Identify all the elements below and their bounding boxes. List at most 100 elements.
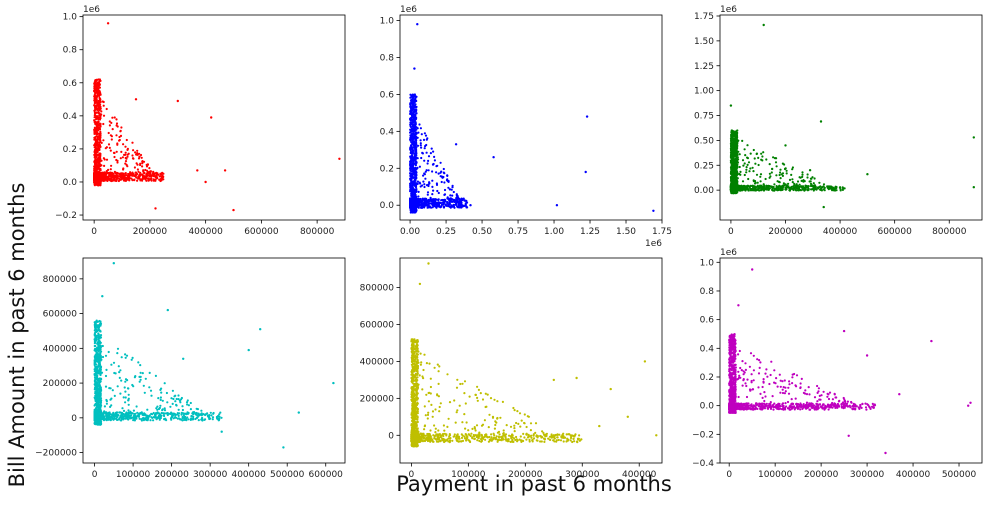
- cluster-point: [735, 163, 738, 166]
- cluster-point: [768, 172, 772, 175]
- cluster-point: [98, 94, 101, 97]
- cluster-point: [442, 206, 446, 209]
- y-tick-label: 0.75: [694, 112, 714, 122]
- x-tick-label: 800000: [932, 227, 967, 237]
- cluster-point: [98, 152, 102, 155]
- cluster-point: [97, 129, 100, 132]
- cluster-point: [433, 200, 436, 203]
- cluster-point: [418, 165, 421, 168]
- cluster-point: [131, 171, 134, 174]
- cluster-point: [114, 174, 117, 177]
- cluster-point: [158, 175, 161, 178]
- cluster-point: [143, 171, 146, 174]
- cluster-point: [134, 151, 137, 154]
- cluster-point: [783, 167, 787, 171]
- cluster-point: [119, 369, 122, 372]
- cluster-point: [97, 178, 100, 181]
- cluster-point: [162, 175, 165, 178]
- cluster-point: [145, 165, 149, 168]
- cluster-point: [419, 127, 422, 130]
- cluster-point: [733, 155, 736, 158]
- axes-frame: [82, 14, 346, 221]
- cluster-point: [442, 171, 445, 174]
- cluster-point: [175, 397, 178, 401]
- cluster-point: [409, 99, 413, 102]
- cluster-point: [772, 156, 775, 159]
- y-tick-label: 0.8: [63, 46, 78, 56]
- data-point: [413, 67, 416, 70]
- cluster-point: [773, 183, 776, 186]
- cluster-point: [432, 150, 435, 153]
- cluster-point: [94, 175, 97, 178]
- cluster-point: [95, 130, 98, 133]
- cluster-point: [412, 146, 415, 149]
- cluster-point: [733, 190, 736, 193]
- cluster-point: [116, 347, 120, 350]
- axes-frame: [399, 14, 663, 221]
- cluster-point: [447, 203, 450, 206]
- cluster-point: [441, 201, 445, 204]
- cluster-point: [155, 172, 158, 175]
- cluster-point: [449, 194, 452, 197]
- cluster-point: [95, 347, 98, 350]
- cluster-point: [99, 117, 102, 120]
- cluster-point: [126, 175, 129, 178]
- cluster-point: [749, 152, 752, 155]
- cluster-point: [411, 167, 414, 170]
- cluster-point: [169, 405, 172, 408]
- cluster-point: [99, 176, 102, 179]
- cluster-point: [741, 139, 744, 142]
- cluster-point: [124, 417, 127, 420]
- cluster-point: [774, 161, 778, 164]
- cluster-point: [110, 135, 113, 138]
- axes-frame: [719, 14, 983, 221]
- cluster-point: [105, 170, 108, 173]
- cluster-point: [102, 104, 105, 107]
- cluster-point: [432, 202, 435, 205]
- cluster-point: [410, 172, 414, 175]
- cluster-point: [416, 166, 419, 169]
- cluster-point: [109, 168, 112, 171]
- cluster-point: [139, 179, 142, 182]
- cluster-point: [731, 168, 734, 171]
- cluster-point: [414, 177, 417, 180]
- cluster-point: [94, 89, 97, 92]
- cluster-point: [421, 202, 424, 205]
- cluster-point: [755, 152, 758, 156]
- cluster-point: [99, 184, 102, 187]
- data-point: [585, 115, 589, 118]
- cluster-point: [428, 182, 431, 185]
- cluster-point: [117, 365, 120, 368]
- cluster-point: [760, 189, 763, 192]
- cluster-point: [417, 202, 420, 205]
- cluster-point: [124, 401, 127, 404]
- cluster-point: [101, 173, 104, 176]
- cluster-point: [422, 180, 425, 183]
- cluster-point: [779, 168, 782, 171]
- data-point: [416, 23, 419, 26]
- cluster-point: [152, 179, 155, 182]
- cluster-point: [96, 144, 99, 147]
- cluster-point: [431, 199, 434, 202]
- cluster-point: [735, 179, 739, 182]
- cluster-point: [810, 188, 813, 191]
- cluster-point: [735, 139, 738, 142]
- data-point: [223, 169, 227, 172]
- cluster-point: [218, 413, 221, 416]
- cluster-point: [789, 188, 792, 191]
- cluster-point: [413, 120, 416, 123]
- cluster-point: [414, 196, 417, 199]
- cluster-point: [129, 171, 132, 174]
- cluster-point: [733, 180, 736, 183]
- cluster-point: [427, 155, 431, 158]
- cluster-point: [447, 197, 450, 200]
- cluster-point: [159, 404, 162, 407]
- cluster-point: [148, 371, 151, 374]
- cluster-point: [738, 165, 741, 169]
- cluster-point: [834, 189, 837, 192]
- cluster-point: [113, 116, 116, 119]
- cluster-point: [797, 186, 800, 189]
- cluster-point: [428, 206, 431, 209]
- cluster-point: [424, 170, 427, 173]
- cluster-point: [103, 164, 106, 167]
